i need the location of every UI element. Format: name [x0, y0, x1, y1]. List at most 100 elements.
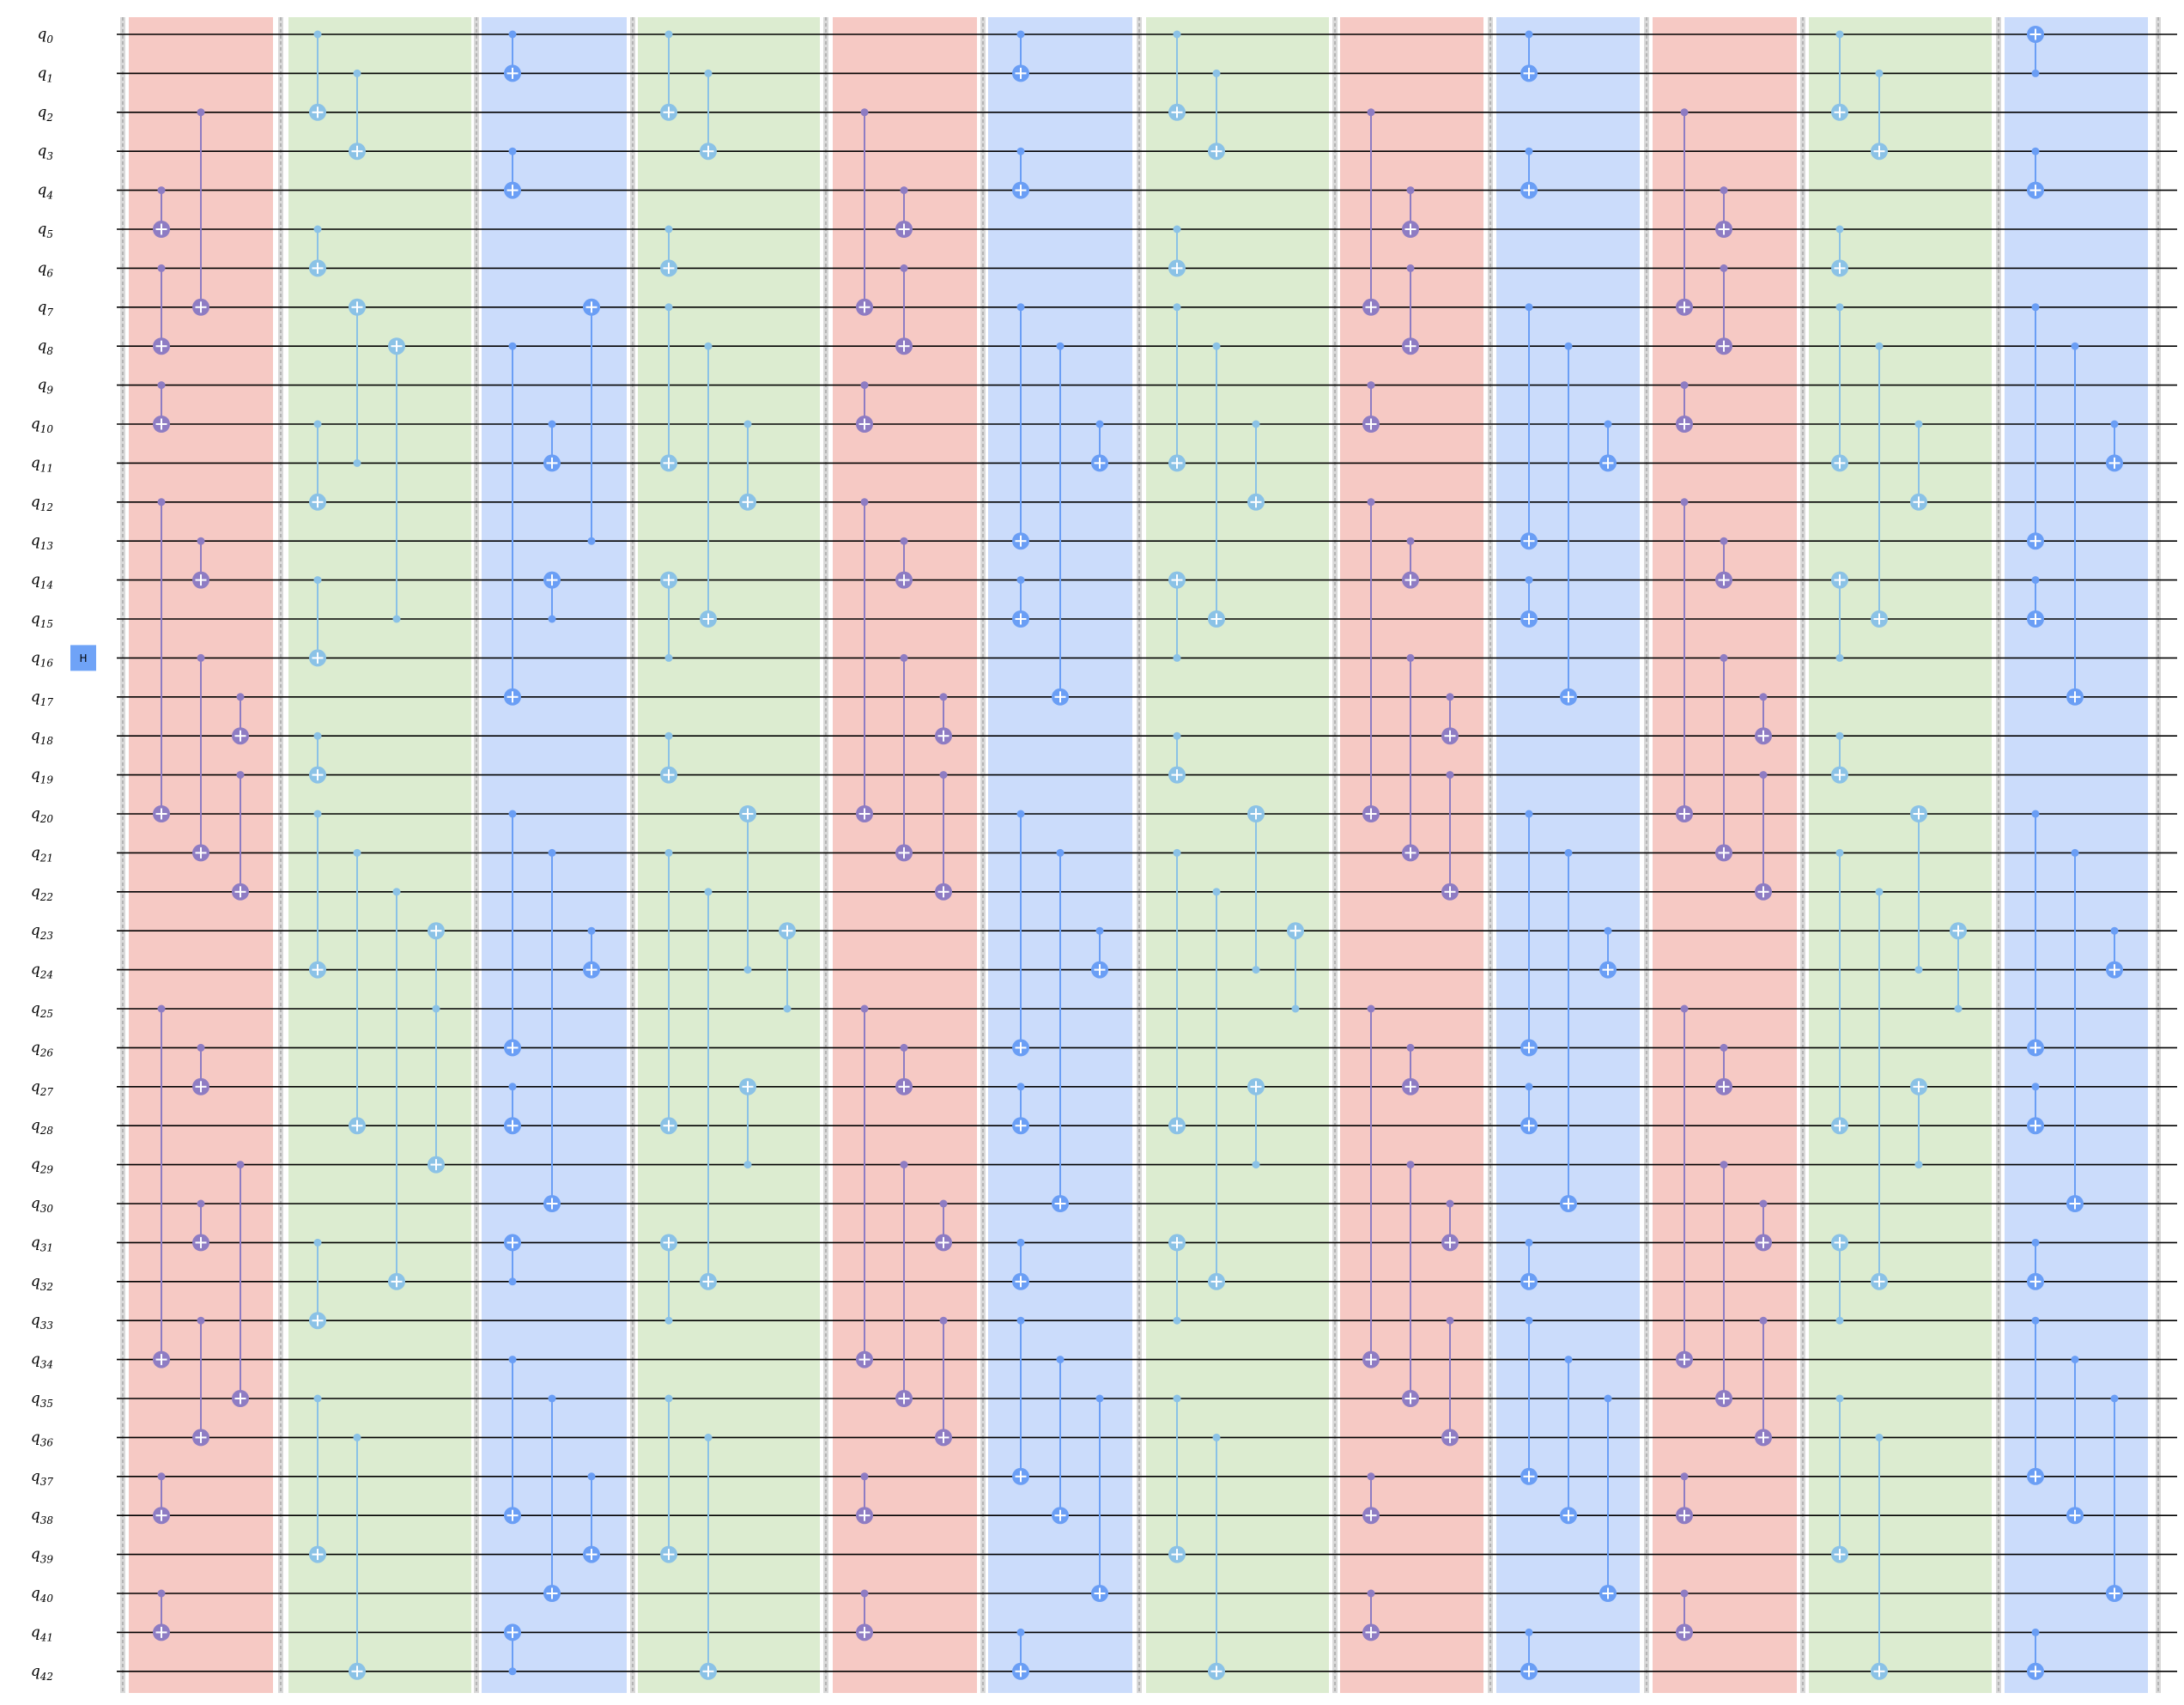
- cnot-gate-11-16: [1871, 1433, 1888, 1680]
- qubit-label-16: q16: [31, 649, 54, 669]
- cnot-control-dot: [1252, 1161, 1260, 1169]
- hadamard-gate: H: [70, 645, 96, 671]
- cnot-gate-3-14: [583, 1472, 600, 1563]
- cnot-gate-12-10: [2027, 1083, 2044, 1135]
- cnot-control-dot: [1173, 731, 1181, 740]
- cnot-control-dot: [2110, 1394, 2119, 1403]
- cnot-gate-6-10: [1012, 1083, 1029, 1135]
- cnot-gate-11-6: [1910, 420, 1927, 511]
- cnot-control-dot: [1446, 1199, 1454, 1208]
- cnot-gate-7-8: [1168, 731, 1186, 784]
- cnot-gate-3-8: [543, 848, 561, 1212]
- cnot-control-dot: [1173, 653, 1181, 662]
- cnot-gate-1-12: [192, 1199, 209, 1252]
- cnot-gate-8-15: [1362, 1472, 1380, 1525]
- cnot-gate-7-11: [1247, 805, 1265, 974]
- cnot-control-dot: [1212, 69, 1221, 77]
- cnot-control-dot: [1056, 848, 1065, 857]
- qubit-label-23: q23: [31, 922, 54, 942]
- cnot-gate-6-6: [1012, 576, 1029, 628]
- cnot-control-dot: [2031, 1083, 2040, 1091]
- cnot-control-dot: [1016, 1238, 1025, 1247]
- cnot-control-dot: [2031, 147, 2040, 155]
- cnot-gate-2-16: [349, 1433, 366, 1680]
- cnot-control-dot: [587, 926, 596, 935]
- cnot-gate-5-15: [856, 1472, 873, 1525]
- cnot-gate-5-11: [895, 1043, 913, 1095]
- cnot-gate-7-14: [1168, 1234, 1186, 1325]
- cnot-gate-10-14: [1755, 1316, 1772, 1447]
- qubit-label-2: q2: [37, 104, 53, 124]
- cnot-control-dot: [548, 1394, 556, 1403]
- cnot-control-dot: [1406, 653, 1415, 662]
- cnot-gate-2-11: [388, 888, 405, 1290]
- cnot-control-dot: [1875, 888, 1884, 896]
- cnot-gate-6-3: [1012, 303, 1029, 550]
- cnot-gate-12-1: [2027, 26, 2044, 77]
- qubit-label-24: q24: [31, 962, 53, 981]
- cnot-gate-8-3: [1402, 264, 1419, 355]
- cnot-gate-11-8: [1831, 731, 1848, 784]
- cnot-control-dot: [2031, 1316, 2040, 1325]
- cnot-gate-4-6: [739, 420, 756, 511]
- cnot-gate-10-10: [1676, 1004, 1693, 1368]
- cnot-control-dot: [1835, 1316, 1844, 1325]
- cnot-gate-11-11: [1910, 805, 1927, 974]
- cnot-gate-9-1: [1520, 30, 1538, 82]
- cnot-gate-9-10: [1520, 1083, 1538, 1135]
- cnot-control-dot: [1835, 731, 1844, 740]
- cnot-gate-2-4: [309, 420, 326, 511]
- cnot-gate-7-2: [1208, 69, 1225, 161]
- cnot-control-dot: [743, 1161, 752, 1169]
- gates: H: [70, 26, 2123, 1680]
- cnot-gate-11-10: [1871, 888, 1888, 1290]
- cnot-control-dot: [1875, 69, 1884, 77]
- cnot-gate-8-14: [1441, 1316, 1459, 1447]
- cnot-gate-2-15: [309, 1394, 326, 1563]
- cnot-gate-3-9: [583, 926, 600, 979]
- cnot-control-dot: [1759, 693, 1768, 701]
- cnot-control-dot: [1835, 30, 1844, 39]
- cnot-control-dot: [939, 771, 948, 780]
- cnot-control-dot: [1759, 1199, 1768, 1208]
- cnot-gate-1-8: [232, 693, 249, 745]
- cnot-gate-1-9: [232, 771, 249, 901]
- cnot-gate-2-10: [349, 848, 366, 1135]
- cnot-gate-9-5: [1599, 420, 1617, 472]
- cnot-gate-9-15: [1520, 1628, 1538, 1680]
- cnot-gate-2-3: [309, 225, 326, 277]
- qubit-label-31: q31: [31, 1234, 53, 1253]
- cnot-gate-2-13: [428, 922, 445, 1013]
- cnot-gate-12-3: [2027, 303, 2044, 550]
- qubit-label-38: q38: [31, 1507, 54, 1526]
- qubit-label-34: q34: [31, 1351, 53, 1371]
- cnot-control-dot: [1680, 1589, 1689, 1598]
- cnot-gate-7-9: [1168, 848, 1186, 1135]
- cnot-gate-9-11: [1520, 1238, 1538, 1290]
- cnot-control-dot: [664, 303, 673, 312]
- cnot-gate-12-13: [2066, 1356, 2084, 1525]
- cnot-control-dot: [1016, 810, 1025, 818]
- cnot-gate-8-12: [1402, 1161, 1419, 1407]
- cnot-gate-10-16: [1676, 1589, 1693, 1641]
- cnot-control-dot: [1680, 498, 1689, 507]
- cnot-control-dot: [1720, 264, 1728, 272]
- cnot-control-dot: [508, 30, 517, 39]
- cnot-gate-9-13: [1560, 1356, 1577, 1525]
- cnot-gate-1-1: [153, 186, 170, 238]
- cnot-control-dot: [1759, 771, 1768, 780]
- qubit-label-13: q13: [31, 532, 54, 552]
- cnot-control-dot: [1212, 888, 1221, 896]
- cnot-control-dot: [313, 731, 322, 740]
- qubit-label-25: q25: [31, 1000, 53, 1020]
- cnot-control-dot: [1291, 1004, 1300, 1013]
- cnot-gate-1-6: [192, 653, 209, 862]
- cnot-control-dot: [860, 1472, 869, 1481]
- cnot-control-dot: [1095, 926, 1104, 935]
- cnot-gate-2-6: [309, 576, 326, 667]
- cnot-control-dot: [704, 1433, 713, 1441]
- cnot-control-dot: [939, 693, 948, 701]
- cnot-control-dot: [353, 69, 361, 77]
- cnot-control-dot: [1835, 225, 1844, 234]
